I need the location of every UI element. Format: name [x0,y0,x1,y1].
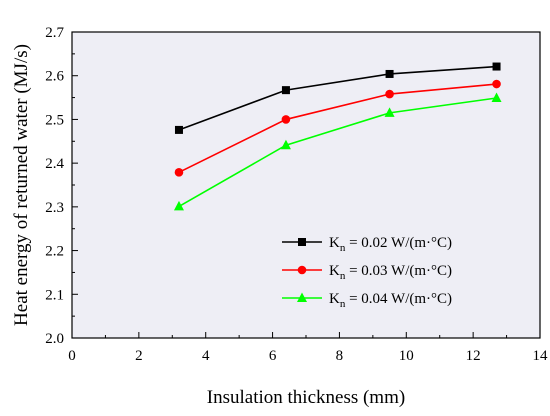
x-tick-label: 2 [135,348,143,364]
y-tick-label: 2.0 [45,331,64,347]
data-point [173,200,184,211]
legend-label: Kn = 0.03 W/(m·°C) [329,263,452,282]
series-line [178,65,497,131]
y-tick-label: 2.6 [45,69,64,85]
legend-item-3: Kn = 0.04 W/(m·°C) [282,291,452,310]
data-point [491,92,502,103]
x-tick-label: 10 [399,348,414,364]
series-2 [174,79,501,177]
data-point [281,115,291,124]
legend: Kn = 0.02 W/(m·°C) Kn = 0.03 W/(m·°C) Kn =… [282,235,452,310]
x-tick-label: 8 [336,348,344,364]
y-tick-label: 2.3 [45,200,64,216]
series-layer [173,62,502,211]
legend-marker [298,238,306,246]
data-point [492,79,501,89]
x-tick-label: 0 [68,348,76,364]
x-tick-label: 4 [202,348,210,364]
data-point [280,139,291,150]
data-point [385,89,394,99]
data-point [492,62,501,71]
legend-item-1: Kn = 0.02 W/(m·°C) [282,235,452,254]
y-tick-label: 2.1 [45,287,64,303]
legend-label: Kn = 0.04 W/(m·°C) [329,291,452,310]
x-axis-title: Insulation thickness (mm) [207,387,405,408]
ticks-layer: 0 2 4 6 8 10 12 14 2.0 2.1 2.2 2.3 2.4 2.5 2.6 2.7 [45,25,548,364]
x-tick-label: 6 [269,348,277,364]
series-line [178,97,497,208]
x-tick-label: 14 [533,348,549,364]
data-point [174,168,184,177]
y-axis-title: Heat energy of returned water (MJ/s) [11,44,32,326]
legend-marker [297,265,307,275]
series-3 [173,92,502,211]
x-tick-label: 12 [466,348,481,364]
legend-marker [297,292,307,302]
y-tick-label: 2.5 [45,112,64,128]
plot-area [72,32,540,338]
legend-item-2: Kn = 0.03 W/(m·°C) [282,263,452,282]
legend-label: Kn = 0.02 W/(m·°C) [329,235,452,254]
data-point [281,86,290,95]
data-point [384,107,395,117]
y-tick-label: 2.7 [45,25,64,41]
data-point [174,125,183,134]
data-point [385,69,394,78]
y-tick-label: 2.4 [45,156,64,172]
y-tick-label: 2.2 [45,244,64,260]
series-1 [174,62,501,134]
series-line [178,83,497,174]
